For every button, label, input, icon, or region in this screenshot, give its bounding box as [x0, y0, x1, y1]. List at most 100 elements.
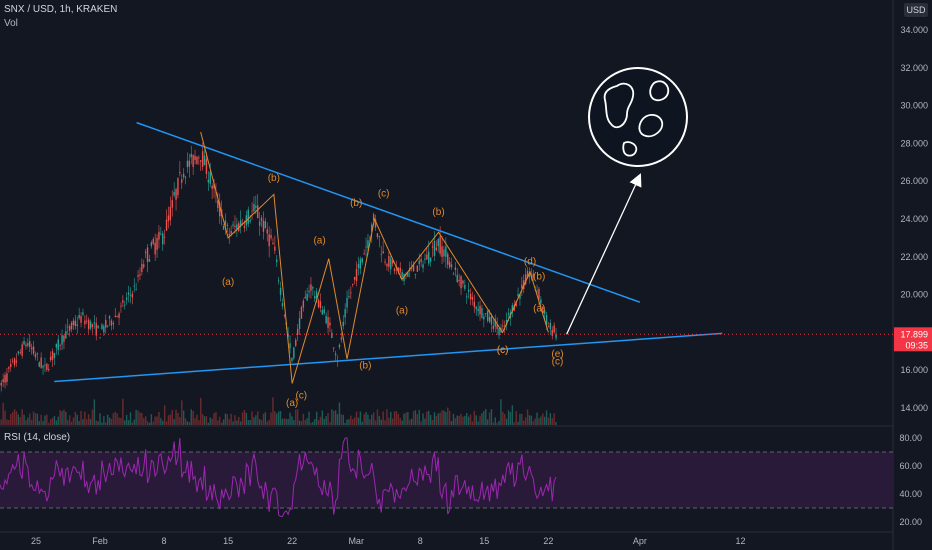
volume-bar [133, 419, 135, 425]
candle-body [540, 299, 542, 304]
volume-bar [196, 414, 198, 425]
volume-bar [545, 410, 548, 425]
rsi-tick: 40.00 [899, 489, 922, 499]
volume-bar [55, 420, 58, 425]
volume-bar [462, 416, 464, 425]
volume-bar [399, 418, 401, 425]
volume-bar [17, 414, 20, 425]
volume-bar [407, 411, 409, 425]
candle-body [27, 343, 29, 346]
volume-bar [173, 419, 175, 425]
wave-label: (d) [524, 256, 536, 267]
volume-bar [348, 419, 350, 425]
volume-bar [496, 422, 498, 425]
candle-body [314, 296, 316, 299]
volume-bar [380, 419, 382, 425]
candle-body [553, 325, 555, 333]
candle-body [0, 382, 2, 386]
volume-bar [295, 409, 297, 425]
price-tick: 22.000 [900, 252, 928, 262]
volume-bar [8, 420, 10, 425]
price-tick: 34.000 [900, 25, 928, 35]
volume-bar [486, 419, 489, 425]
candle-body [426, 254, 428, 260]
volume-bar [192, 410, 194, 425]
volume-bar [549, 413, 552, 425]
candle-body [431, 246, 434, 248]
candle-body [488, 317, 491, 322]
candle-body [10, 363, 12, 367]
volume-bar [84, 411, 86, 425]
candle-body [34, 354, 37, 358]
candle-body [38, 362, 40, 367]
candle-body [542, 306, 544, 310]
candle-body [228, 233, 230, 236]
volume-bar [112, 413, 115, 425]
volume-bar [89, 418, 92, 425]
volume-bar [481, 413, 483, 425]
candle-body [8, 367, 10, 369]
time-tick: Feb [92, 536, 108, 546]
volume-bar [445, 411, 447, 425]
candle-body [156, 238, 158, 250]
candle-body [302, 300, 305, 308]
candle-body [141, 263, 143, 272]
volume-bar [452, 413, 455, 425]
candle-body [40, 357, 42, 368]
volume-bar [467, 416, 470, 425]
volume-bar [357, 417, 360, 425]
candle-body [36, 353, 39, 355]
volume-bar [420, 421, 422, 425]
volume-bar [245, 412, 248, 425]
candle-body [200, 160, 202, 162]
candle-body [260, 217, 263, 222]
candle-body [257, 205, 259, 219]
volume-bar [114, 411, 116, 425]
trendline-resistance [136, 121, 641, 303]
candle-body [386, 264, 388, 267]
volume-bar [226, 414, 229, 425]
candle-body [93, 322, 96, 324]
volume-bar [460, 413, 462, 425]
candle-body [135, 289, 137, 291]
candle-body [53, 352, 56, 358]
candle-body [390, 258, 392, 270]
candle-body [46, 363, 48, 370]
volume-bar [110, 418, 113, 425]
candle-body [270, 235, 272, 239]
price-tick: 16.000 [900, 365, 928, 375]
candle-body [308, 290, 310, 293]
volume-bar [154, 416, 156, 425]
volume-bar [439, 412, 441, 425]
volume-bar [538, 418, 540, 425]
candle-body [150, 242, 153, 247]
volume-bar [34, 413, 37, 425]
volume-bar [346, 419, 348, 425]
candle-body [74, 320, 77, 327]
volume-bar [253, 417, 255, 425]
candle-body [82, 312, 84, 315]
candle-body [460, 276, 462, 289]
volume-bar [38, 421, 40, 425]
candle-body [526, 270, 529, 279]
wave-label: (a) [396, 306, 408, 317]
time-tick: 15 [479, 536, 489, 546]
candle-body [139, 274, 141, 276]
candle-body [391, 260, 394, 264]
rsi-pane: 80.00 60.00 40.00 20.00 [0, 433, 922, 527]
symbol-title: SNX / USD, 1h, KRAKEN [4, 4, 118, 15]
volume-bar [219, 416, 221, 425]
volume-bar [314, 419, 316, 425]
wave-label: (b) [359, 360, 371, 371]
price-tick: 20.000 [900, 290, 928, 300]
volume-bar [124, 420, 126, 425]
volume-bar [422, 413, 424, 425]
candle-body [521, 284, 523, 289]
candle-body [458, 279, 460, 282]
candle-body [67, 326, 69, 328]
candle-body [475, 306, 477, 310]
volume-bar [93, 399, 96, 425]
candle-body [534, 286, 536, 288]
candle-body [68, 326, 71, 331]
